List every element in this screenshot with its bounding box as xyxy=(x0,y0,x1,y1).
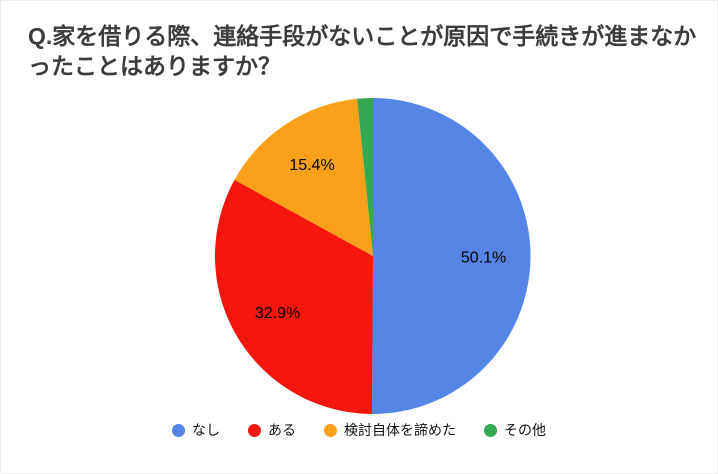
legend-label-nashi: なし xyxy=(192,422,220,438)
pie-slice-0 xyxy=(372,98,531,415)
pie-slice-label-1: 32.9% xyxy=(255,305,300,322)
legend-swatch-kentou xyxy=(324,423,337,437)
legend-label-sonota: その他 xyxy=(504,422,546,438)
pie-slice-1 xyxy=(214,179,373,414)
pie-chart: 50.1% 32.9% 15.4% xyxy=(214,98,531,415)
chart-title: Q.家を借りる際、連絡手段がないことが原因で手続きが進まなかったことはありますか… xyxy=(28,23,697,79)
legend-label-kentou: 検討自体を諦めた xyxy=(344,422,456,438)
legend-swatch-sonota xyxy=(484,423,497,437)
pie-slice-2 xyxy=(234,98,373,256)
legend-item-kentou: 検討自体を諦めた xyxy=(324,420,456,440)
legend-item-sonota: その他 xyxy=(484,420,546,440)
legend-swatch-nashi xyxy=(172,423,185,437)
legend-label-aru: ある xyxy=(268,422,296,438)
legend: なし ある 検討自体を諦めた その他 xyxy=(1,420,717,440)
pie-slice-label-2: 15.4% xyxy=(289,157,334,174)
pie-slice-label-0: 50.1% xyxy=(461,249,506,266)
pie-slice-3 xyxy=(357,98,373,256)
legend-swatch-aru xyxy=(248,423,261,437)
legend-item-aru: ある xyxy=(248,420,296,440)
legend-item-nashi: なし xyxy=(172,420,220,440)
